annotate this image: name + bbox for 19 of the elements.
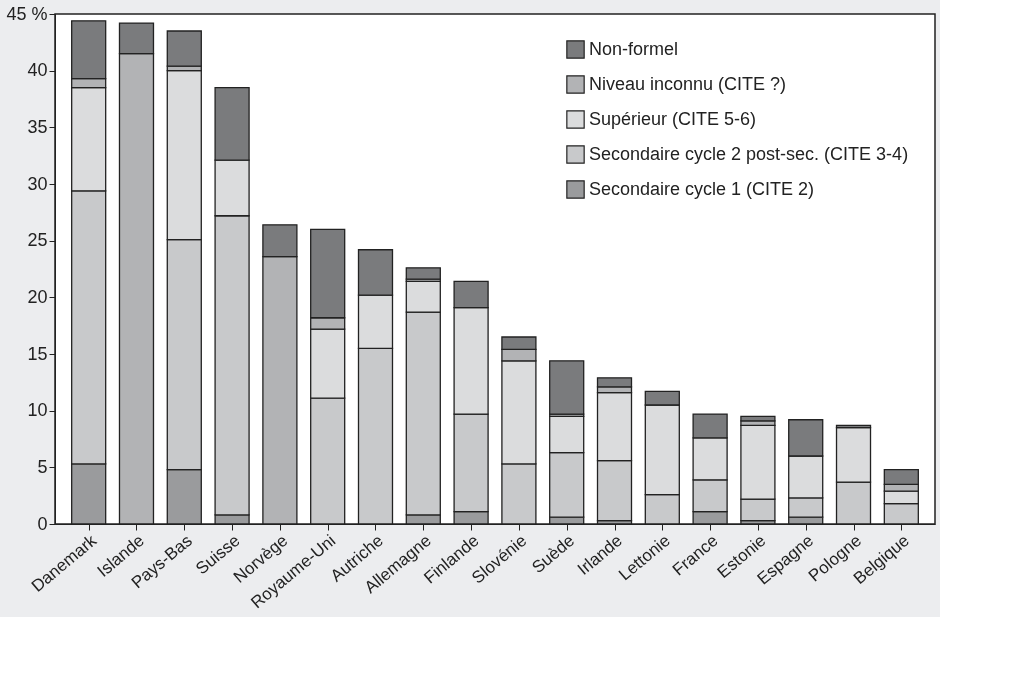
bar — [405, 267, 441, 280]
y-tick-label: 45 % — [6, 3, 48, 24]
legend-label: Niveau inconnu (CITE ?) — [589, 73, 787, 94]
y-tick-label: 35 — [27, 116, 48, 137]
y-tick-label: 15 — [27, 343, 48, 364]
y-tick-label: 25 — [27, 230, 48, 251]
y-tick-label: 20 — [27, 286, 48, 307]
bar — [549, 360, 585, 415]
y-tick-label: 30 — [27, 173, 48, 194]
legend-label: Secondaire cycle 1 (CITE 2) — [589, 178, 815, 199]
bar — [740, 415, 776, 422]
y-tick-label: 5 — [37, 456, 48, 477]
bar — [166, 30, 202, 67]
legend-label: Non-formel — [589, 38, 679, 59]
legend-label: Supérieur (CITE 5-6) — [589, 108, 757, 129]
y-tick-label: 10 — [27, 400, 48, 421]
legend-label: Secondaire cycle 2 post-sec. (CITE 3-4) — [589, 143, 909, 164]
y-tick-label: 40 — [27, 60, 48, 81]
y-tick-label: 0 — [37, 513, 48, 534]
